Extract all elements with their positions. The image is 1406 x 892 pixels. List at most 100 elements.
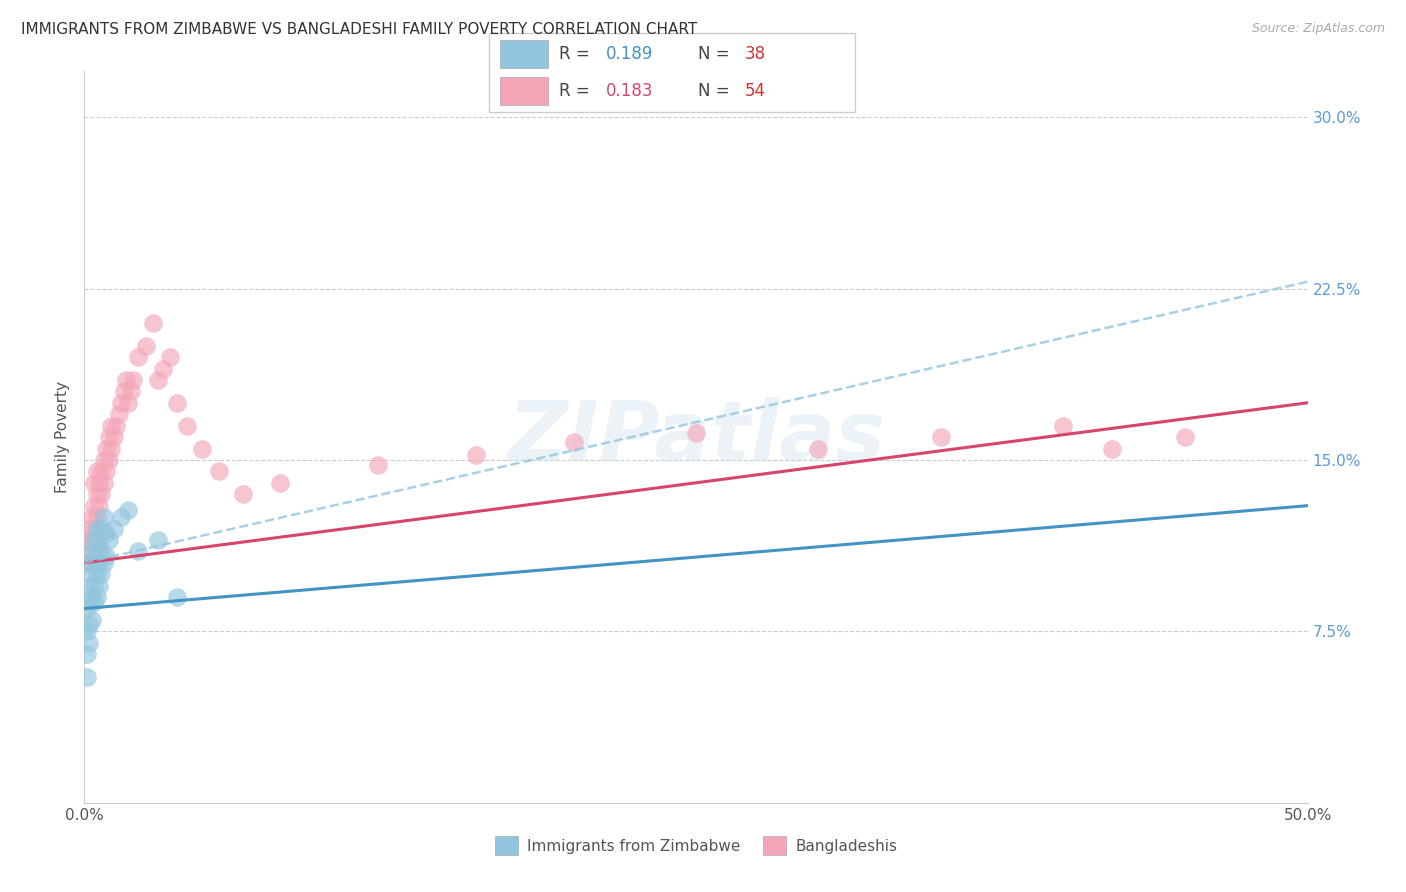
Point [90,567,112,582]
Point [120,384,142,399]
Point [80,567,103,582]
Text: 38: 38 [745,45,766,63]
Point [86,521,108,535]
Point [77,556,100,570]
Point [90,487,112,501]
Point [146,533,169,547]
Point [142,316,165,330]
Point [83,595,105,609]
Point [1052,418,1074,433]
Point [122,373,145,387]
Point [100,442,122,456]
Point [93,475,115,490]
Point [110,510,132,524]
Point [127,350,149,364]
Text: R =: R = [558,82,595,100]
Point [807,442,830,456]
Point [105,418,128,433]
Point [929,430,952,444]
Point [97,533,120,547]
Point [77,544,100,558]
Point [103,430,125,444]
Text: Source: ZipAtlas.com: Source: ZipAtlas.com [1251,22,1385,36]
Point [117,503,139,517]
Point [367,458,389,472]
Point [83,521,105,535]
Point [86,590,108,604]
Point [191,442,214,456]
Point [93,510,115,524]
Text: N =: N = [697,45,734,63]
Point [127,544,149,558]
Point [76,624,98,639]
Point [232,487,254,501]
Y-axis label: Family Poverty: Family Poverty [55,381,70,493]
Point [152,361,174,376]
Point [83,556,105,570]
Point [76,533,98,547]
Point [83,499,105,513]
Legend: Immigrants from Zimbabwe, Bangladeshis: Immigrants from Zimbabwe, Bangladeshis [489,830,903,861]
Text: R =: R = [558,45,595,63]
Point [117,396,139,410]
Point [83,579,105,593]
Point [87,556,110,570]
Point [97,430,120,444]
Point [76,647,98,661]
Point [464,449,486,463]
Point [97,453,120,467]
Text: 0.189: 0.189 [606,45,654,63]
Point [87,499,110,513]
Point [90,464,112,478]
Point [80,613,103,627]
Point [112,384,135,399]
Point [86,567,108,582]
Text: 0.183: 0.183 [606,82,654,100]
Point [80,510,103,524]
Point [77,595,100,609]
Point [80,544,103,558]
Point [77,636,100,650]
Point [77,579,100,593]
Point [76,670,98,684]
Point [146,373,169,387]
Point [86,510,108,524]
Point [86,487,108,501]
Point [83,475,105,490]
Point [87,475,110,490]
Point [90,521,112,535]
Point [87,579,110,593]
Point [96,549,118,563]
Point [115,373,138,387]
Point [86,544,108,558]
Point [96,464,118,478]
Point [166,396,188,410]
Text: ZIPatlas: ZIPatlas [508,397,884,477]
Text: IMMIGRANTS FROM ZIMBABWE VS BANGLADESHI FAMILY POVERTY CORRELATION CHART: IMMIGRANTS FROM ZIMBABWE VS BANGLADESHI … [21,22,697,37]
Point [176,418,198,433]
Point [93,453,115,467]
Point [96,526,118,541]
Point [80,590,103,604]
Point [1101,442,1123,456]
Text: N =: N = [697,82,734,100]
Point [208,464,231,478]
Point [77,617,100,632]
Point [1174,430,1197,444]
Text: 54: 54 [745,82,766,100]
Point [269,475,291,490]
Point [86,464,108,478]
Point [103,521,125,535]
Point [159,350,181,364]
Point [107,407,129,421]
Point [76,556,98,570]
Point [96,442,118,456]
Point [80,533,103,547]
Point [110,396,132,410]
Point [77,521,100,535]
Bar [501,40,548,69]
Point [83,533,105,547]
Point [166,590,188,604]
Point [685,425,707,440]
Point [90,544,112,558]
